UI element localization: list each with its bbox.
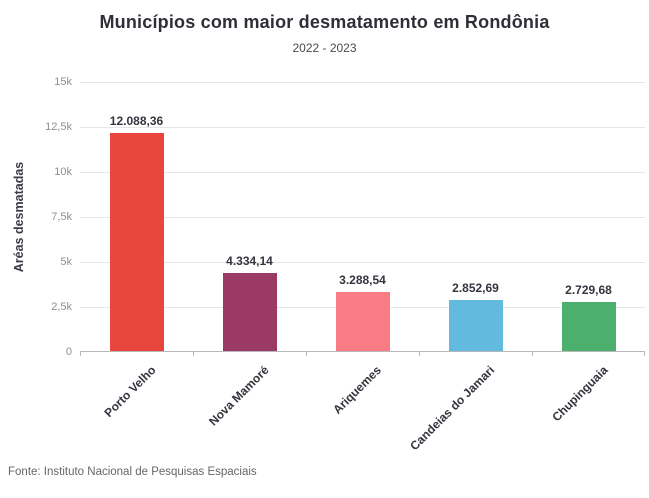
chart-subtitle: 2022 - 2023: [292, 41, 357, 55]
y-axis-tick-label: 15k: [54, 76, 72, 88]
bar-value-label: 4.334,14: [226, 254, 273, 268]
x-axis-category-label: Candeias do Jamari: [407, 363, 498, 454]
x-axis-category-label: Chupinguaia: [549, 363, 611, 425]
bar: [109, 133, 164, 351]
gridline: [80, 216, 645, 218]
y-axis-tick-label: 2,5k: [51, 301, 72, 313]
gridline: [80, 126, 645, 128]
x-axis-tick-mark: [532, 351, 533, 356]
bar-value-label: 3.288,54: [339, 272, 386, 287]
bar-value-label: 12.088,36: [109, 114, 164, 129]
gridline: [80, 81, 645, 83]
y-axis-tick-label: 12,5k: [45, 121, 72, 133]
bar: [222, 273, 277, 351]
gridline: [80, 171, 645, 173]
x-axis-category-label: Ariquemes: [330, 363, 385, 417]
x-axis-tick-mark: [80, 351, 81, 356]
bar: [335, 291, 390, 351]
x-axis-tick-mark: [644, 351, 645, 356]
x-axis-labels: Porto Velho Nova Mamoré Ariquemes Candeias …: [80, 353, 645, 463]
bar: [561, 301, 616, 351]
y-axis-tick-label: 5k: [60, 256, 72, 268]
bar: [448, 299, 503, 351]
y-axis-tick-label: 0: [65, 346, 72, 358]
bar-value-label: 2.852,69: [452, 280, 499, 295]
y-axis-tick-label: 7,5k: [51, 211, 72, 223]
x-axis-tick-mark: [419, 351, 420, 356]
x-axis-category-label: Porto Velho: [101, 363, 159, 421]
gridline: [80, 261, 645, 263]
chart-title: Municípios com maior desmatamento em Ron…: [99, 12, 550, 32]
plot-area: 12.088,36 4.334,14 3.288,54 2.852,69 2.729,6…: [80, 81, 645, 356]
x-axis-category-label: Nova Mamoré: [205, 363, 272, 429]
source-note: Fonte: Instituto Nacional de Pesquisas E…: [8, 466, 257, 478]
x-axis-tick-mark: [193, 351, 194, 356]
bar-value-label: 2.729,68: [565, 282, 612, 297]
y-axis-tick-label: 10k: [54, 166, 72, 178]
x-axis-tick-mark: [306, 351, 307, 356]
y-axis-tick-labels: 0 2,5k 5k 7,5k 10k 12,5k 15k: [0, 76, 72, 358]
